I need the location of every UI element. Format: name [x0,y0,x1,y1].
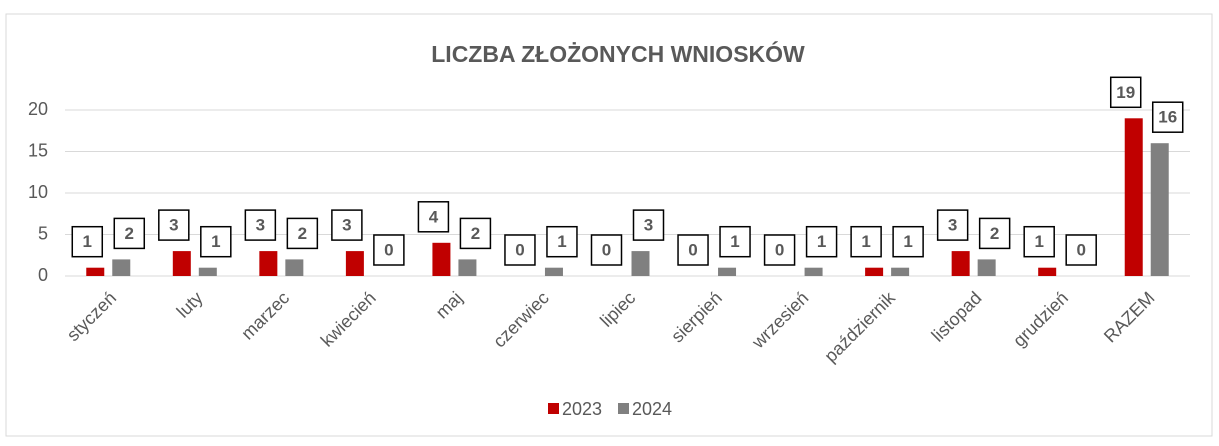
bar [285,259,304,276]
data-label-box [719,225,751,258]
data-label-box [504,234,536,266]
bar [631,251,650,276]
data-label: 16 [1158,108,1177,127]
data-label-box [158,209,190,241]
data-label: 0 [602,240,611,259]
bar [345,251,364,276]
data-label: 2 [990,224,999,243]
data-label: 0 [1076,240,1085,259]
data-label-box [373,234,405,266]
data-label-box [677,234,709,266]
bar [951,251,970,276]
bar [865,267,884,276]
data-label-box [546,225,578,258]
bar [891,267,910,276]
data-label-box [459,217,492,250]
chart-title: LICZBA ZŁOŻONYCH WNIOSKÓW [431,40,805,67]
data-label: 1 [730,232,739,251]
data-label-box [763,234,796,266]
data-label: 1 [211,232,220,251]
bar [112,259,131,276]
data-label: 1 [83,232,92,251]
y-tick-label: 15 [28,140,48,160]
data-label: 19 [1116,83,1135,102]
bar [1150,143,1169,276]
data-label-box [71,225,104,258]
data-label: 1 [557,232,566,251]
data-label-box [978,217,1011,250]
data-label-box [936,209,969,241]
legend-swatch [548,403,559,414]
bar [432,242,451,276]
data-label-box [1065,234,1097,266]
data-label-box [590,234,623,266]
bar [544,267,563,276]
data-label: 0 [688,240,697,259]
y-tick-label: 0 [38,265,48,285]
legend-label: 2024 [632,399,672,419]
data-label: 2 [471,224,480,243]
bar [198,267,217,276]
data-label: 2 [298,224,307,243]
data-label: 0 [384,240,393,259]
data-label: 3 [169,216,178,235]
y-tick-label: 10 [28,182,48,202]
bar [458,259,477,276]
bar [718,267,737,276]
bar [977,259,996,276]
data-label-box [1109,76,1142,109]
bar [804,267,823,276]
bar [86,267,105,276]
data-label: 3 [342,216,351,235]
bar [259,251,278,276]
data-label-box [113,217,146,250]
data-label: 0 [515,240,524,259]
chart-border [5,13,1213,437]
data-label-box [805,225,838,258]
data-label-box [331,209,363,241]
data-label: 3 [256,216,265,235]
data-label: 1 [861,232,870,251]
data-label-box [1023,225,1055,258]
data-label: 1 [903,232,912,251]
legend-label: 2023 [562,399,602,419]
data-label-box [417,201,450,233]
data-label-box [632,209,665,241]
data-label-box [244,209,277,241]
data-label-box [850,225,882,258]
data-label-box [1151,101,1184,133]
data-label-box [286,217,319,250]
data-label-box [200,225,232,258]
data-label: 0 [775,240,784,259]
legend-swatch [618,403,629,414]
data-label: 1 [1034,232,1043,251]
y-tick-label: 5 [38,223,48,243]
data-label-box [892,225,924,258]
data-label: 2 [125,224,134,243]
data-label: 1 [817,232,826,251]
data-label: 3 [644,216,653,235]
data-label: 4 [429,207,439,226]
bar [1038,267,1057,276]
bar [1124,118,1143,276]
bar [172,251,191,276]
data-label: 3 [948,216,957,235]
y-tick-label: 20 [28,99,48,119]
